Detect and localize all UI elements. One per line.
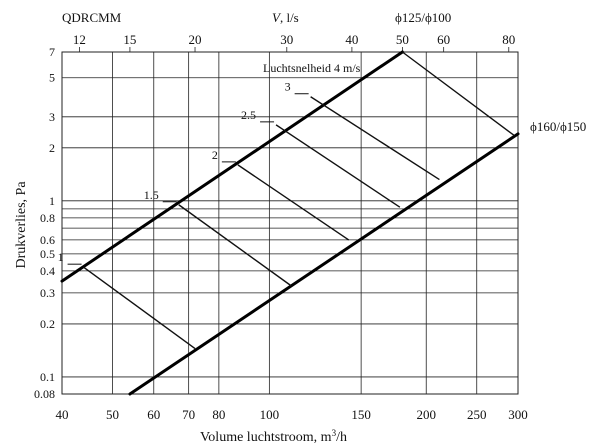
- velocity-line: [178, 204, 292, 287]
- x-tick-label: 100: [260, 407, 280, 422]
- series-lines: [60, 50, 520, 396]
- x-tick-label: 50: [106, 407, 119, 422]
- y-tick-label: 0.08: [34, 387, 55, 401]
- duct-series-line: [60, 50, 404, 283]
- model-label: QDRCMM: [62, 10, 122, 25]
- velocity-line: [83, 266, 196, 350]
- top-tick-label: 80: [502, 32, 515, 47]
- x-tick-label: 300: [508, 407, 528, 422]
- velocity-label: 1: [58, 250, 64, 264]
- velocity-label: 2: [212, 148, 218, 162]
- velocity-line: [237, 164, 350, 241]
- y-tick-label: 0.1: [40, 370, 55, 384]
- top-tick-label: 40: [345, 32, 358, 47]
- y-tick-label: 2: [49, 141, 55, 155]
- grid: [61, 51, 519, 395]
- x-tick-label: 70: [182, 407, 195, 422]
- y-tick-label: 5: [49, 71, 55, 85]
- velocity-title: Luchtsnelheid 4 m/s: [263, 61, 361, 75]
- y-axis-label: Drukverlies, Pa: [14, 181, 29, 269]
- y-tick-label: 0.3: [40, 286, 55, 300]
- x-tick-label: 200: [416, 407, 436, 422]
- duct-series-line: [128, 132, 520, 396]
- top-tick-label: 15: [123, 32, 136, 47]
- velocity-line: [310, 96, 440, 181]
- top-tick-label: 30: [280, 32, 293, 47]
- velocity-line: [275, 124, 401, 208]
- x-axis-label: Volume luchtstroom, m3/h: [200, 428, 347, 444]
- velocity-label: 1.5: [144, 188, 159, 202]
- y-tick-label: 7: [49, 45, 55, 59]
- x-tick-label: 40: [56, 407, 69, 422]
- velocity-label: 3: [285, 80, 291, 94]
- top-tick-label: 50: [396, 32, 409, 47]
- x-tick-label: 80: [212, 407, 225, 422]
- velocity-line: [401, 51, 515, 137]
- x-tick-label: 150: [351, 407, 371, 422]
- top-tick-label: 20: [189, 32, 202, 47]
- top-tick-label: 60: [437, 32, 450, 47]
- y-tick-label: 0.8: [40, 211, 55, 225]
- y-tick-label: 0.6: [40, 233, 55, 247]
- y-tick-label: 1: [49, 194, 55, 208]
- axes: 40 50 60 70 80 100 150 200 250 3000.080.10.20.30.…: [34, 32, 528, 422]
- velocity-label: 2.5: [241, 108, 256, 122]
- upper-line-header-label: ϕ125/ϕ100: [395, 10, 451, 25]
- y-tick-label: 0.2: [40, 317, 55, 331]
- y-tick-label: 0.5: [40, 247, 55, 261]
- velocity-lines: 1 1.5 2 2.5 3: [58, 51, 515, 350]
- top-tick-label: 12: [73, 32, 86, 47]
- top-axis-unit: , l/s: [280, 10, 299, 25]
- lower-line-label: ϕ160/ϕ150: [530, 119, 586, 134]
- x-tick-label: 250: [467, 407, 487, 422]
- y-tick-label: 3: [49, 110, 55, 124]
- plot-frame: [61, 51, 519, 395]
- top-axis-title: V, l/s: [272, 10, 299, 25]
- top-axis-symbol: V: [272, 10, 282, 25]
- y-tick-label: 0.4: [40, 264, 55, 278]
- x-tick-label: 60: [147, 407, 160, 422]
